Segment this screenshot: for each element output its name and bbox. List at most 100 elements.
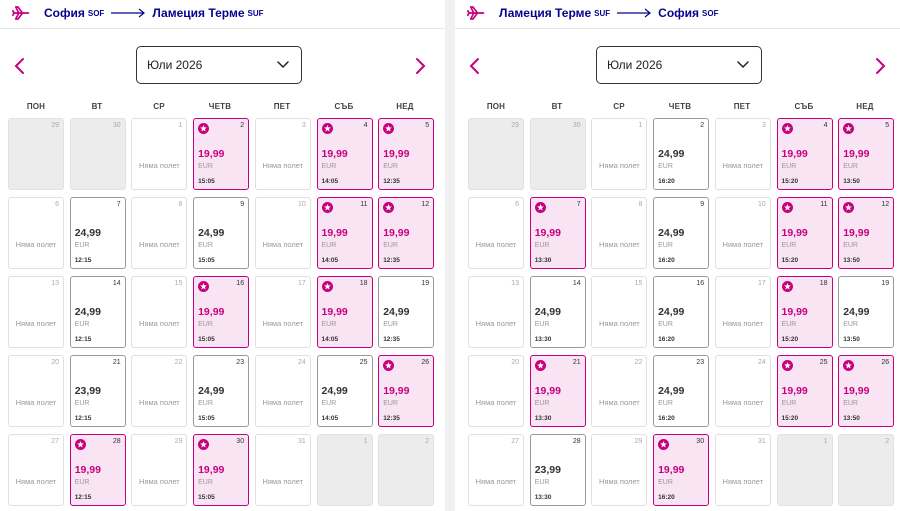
day-cell[interactable]: 27 Няма полет (8, 434, 64, 506)
day-cell[interactable]: 3 Няма полет (714, 118, 771, 190)
day-cell[interactable]: 25 24,99 EUR 14:05 (316, 355, 373, 427)
discount-star-icon (383, 360, 395, 371)
day-cell[interactable]: 20 Няма полет (468, 355, 524, 427)
day-cell[interactable]: 21 23,99 EUR 12:15 (69, 355, 126, 427)
day-cell[interactable]: 1 Няма полет (591, 118, 648, 190)
day-number: 30 (696, 438, 705, 445)
day-cell[interactable]: 22 Няма полет (591, 355, 648, 427)
day-cell[interactable]: 12 19,99 EUR 13:50 (838, 197, 895, 269)
day-cell[interactable]: 8 Няма полет (131, 197, 188, 269)
day-number: 29 (511, 122, 519, 129)
day-cell[interactable]: 11 19,99 EUR 15:20 (776, 197, 833, 269)
day-cell[interactable]: 3 Няма полет (254, 118, 311, 190)
day-cell[interactable]: 23 24,99 EUR 16:20 (653, 355, 710, 427)
day-cell[interactable]: 6 Няма полет (468, 197, 524, 269)
day-cell[interactable]: 19 24,99 EUR 12:35 (378, 276, 435, 348)
day-cell[interactable]: 7 19,99 EUR 13:30 (529, 197, 586, 269)
day-cell[interactable]: 13 Няма полет (468, 276, 524, 348)
month-select[interactable]: Юли 2026 (136, 46, 302, 84)
day-cell[interactable]: 27 Няма полет (468, 434, 524, 506)
day-cell[interactable]: 28 23,99 EUR 13:30 (529, 434, 586, 506)
day-cell: 1 (316, 434, 373, 506)
day-cell[interactable]: 28 19,99 EUR 12:15 (69, 434, 126, 506)
day-cell[interactable]: 12 19,99 EUR 12:35 (378, 197, 435, 269)
day-cell[interactable]: 15 Няма полет (131, 276, 188, 348)
departure-time: 15:05 (198, 494, 215, 501)
day-cell[interactable]: 9 24,99 EUR 15:05 (193, 197, 250, 269)
no-flight-label: Няма полет (139, 398, 180, 407)
day-cell[interactable]: 17 Няма полет (254, 276, 311, 348)
day-cell[interactable]: 4 19,99 EUR 14:05 (316, 118, 373, 190)
day-cell[interactable]: 19 24,99 EUR 13:50 (838, 276, 895, 348)
no-flight-label: Няма полет (262, 240, 304, 249)
day-cell[interactable]: 30 19,99 EUR 15:05 (193, 434, 250, 506)
day-cell[interactable]: 9 24,99 EUR 16:20 (653, 197, 710, 269)
fare-price: 24,99 (658, 306, 685, 318)
day-cell[interactable]: 18 19,99 EUR 15:20 (776, 276, 833, 348)
day-cell[interactable]: 26 19,99 EUR 12:35 (378, 355, 435, 427)
day-number: 22 (634, 359, 643, 366)
day-number: 6 (515, 201, 519, 208)
chevron-right-icon[interactable] (872, 57, 888, 75)
day-number: 2 (885, 438, 890, 445)
day-cell[interactable]: 6 Няма полет (8, 197, 64, 269)
departure-time: 12:35 (383, 178, 400, 185)
day-cell[interactable]: 25 19,99 EUR 15:20 (776, 355, 833, 427)
fare-currency: EUR (383, 321, 398, 328)
day-cell[interactable]: 5 19,99 EUR 13:50 (838, 118, 895, 190)
day-cell[interactable]: 20 Няма полет (8, 355, 64, 427)
day-cell[interactable]: 24 Няма полет (714, 355, 771, 427)
no-flight-label: Няма полет (599, 398, 640, 407)
day-cell[interactable]: 26 19,99 EUR 13:50 (838, 355, 895, 427)
day-cell[interactable]: 31 Няма полет (254, 434, 311, 506)
day-cell: 29 (8, 118, 64, 190)
day-cell[interactable]: 14 24,99 EUR 12:15 (69, 276, 126, 348)
chevron-left-icon[interactable] (12, 57, 28, 75)
day-number: 27 (51, 438, 59, 445)
day-cell[interactable]: 8 Няма полет (591, 197, 648, 269)
day-cell[interactable]: 31 Няма полет (714, 434, 771, 506)
day-cell[interactable]: 18 19,99 EUR 14:05 (316, 276, 373, 348)
day-cell[interactable]: 29 Няма полет (131, 434, 188, 506)
departure-time: 12:15 (74, 494, 92, 501)
day-cell[interactable]: 4 19,99 EUR 15:20 (776, 118, 833, 190)
day-cell[interactable]: 24 Няма полет (254, 355, 311, 427)
day-cell[interactable]: 10 Няма полет (714, 197, 771, 269)
day-cell[interactable]: 30 19,99 EUR 16:20 (653, 434, 710, 506)
day-cell[interactable]: 16 19,99 EUR 15:05 (193, 276, 250, 348)
day-cell[interactable]: 13 Няма полет (8, 276, 64, 348)
weekday-fri: ПЕТ (273, 102, 291, 111)
fare-currency: EUR (534, 321, 550, 328)
fare-price: 19,99 (534, 227, 561, 239)
fare-price: 24,99 (74, 227, 101, 239)
month-select[interactable]: Юли 2026 (596, 46, 762, 84)
chevron-left-icon[interactable] (467, 57, 483, 75)
month-select-value: Юли 2026 (607, 58, 663, 72)
day-cell[interactable]: 15 Няма полет (591, 276, 648, 348)
day-cell[interactable]: 29 Няма полет (591, 434, 648, 506)
day-cell[interactable]: 10 Няма полет (254, 197, 311, 269)
day-number: 19 (881, 280, 890, 287)
day-cell[interactable]: 2 19,99 EUR 15:05 (193, 118, 250, 190)
day-cell[interactable]: 7 24,99 EUR 12:15 (69, 197, 126, 269)
day-cell[interactable]: 21 19,99 EUR 13:30 (529, 355, 586, 427)
route-origin-code: SUF (594, 8, 611, 18)
no-flight-label: Няма полет (475, 240, 517, 249)
day-number: 15 (634, 280, 643, 287)
day-cell[interactable]: 22 Няма полет (131, 355, 188, 427)
day-number: 23 (236, 359, 245, 366)
chevron-right-icon[interactable] (412, 57, 428, 75)
day-cell[interactable]: 5 19,99 EUR 12:35 (378, 118, 435, 190)
day-cell[interactable]: 2 24,99 EUR 16:20 (653, 118, 710, 190)
fare-currency: EUR (383, 400, 398, 407)
day-cell[interactable]: 17 Няма полет (714, 276, 771, 348)
day-cell[interactable]: 16 24,99 EUR 16:20 (653, 276, 710, 348)
day-cell[interactable]: 23 24,99 EUR 15:05 (193, 355, 250, 427)
fare-currency: EUR (198, 321, 213, 328)
departure-time: 12:35 (383, 336, 400, 343)
day-cell[interactable]: 1 Няма полет (131, 118, 188, 190)
day-cell[interactable]: 14 24,99 EUR 13:30 (529, 276, 586, 348)
fare-price: 19,99 (321, 148, 348, 160)
fare-currency: EUR (74, 242, 90, 249)
day-cell[interactable]: 11 19,99 EUR 14:05 (316, 197, 373, 269)
